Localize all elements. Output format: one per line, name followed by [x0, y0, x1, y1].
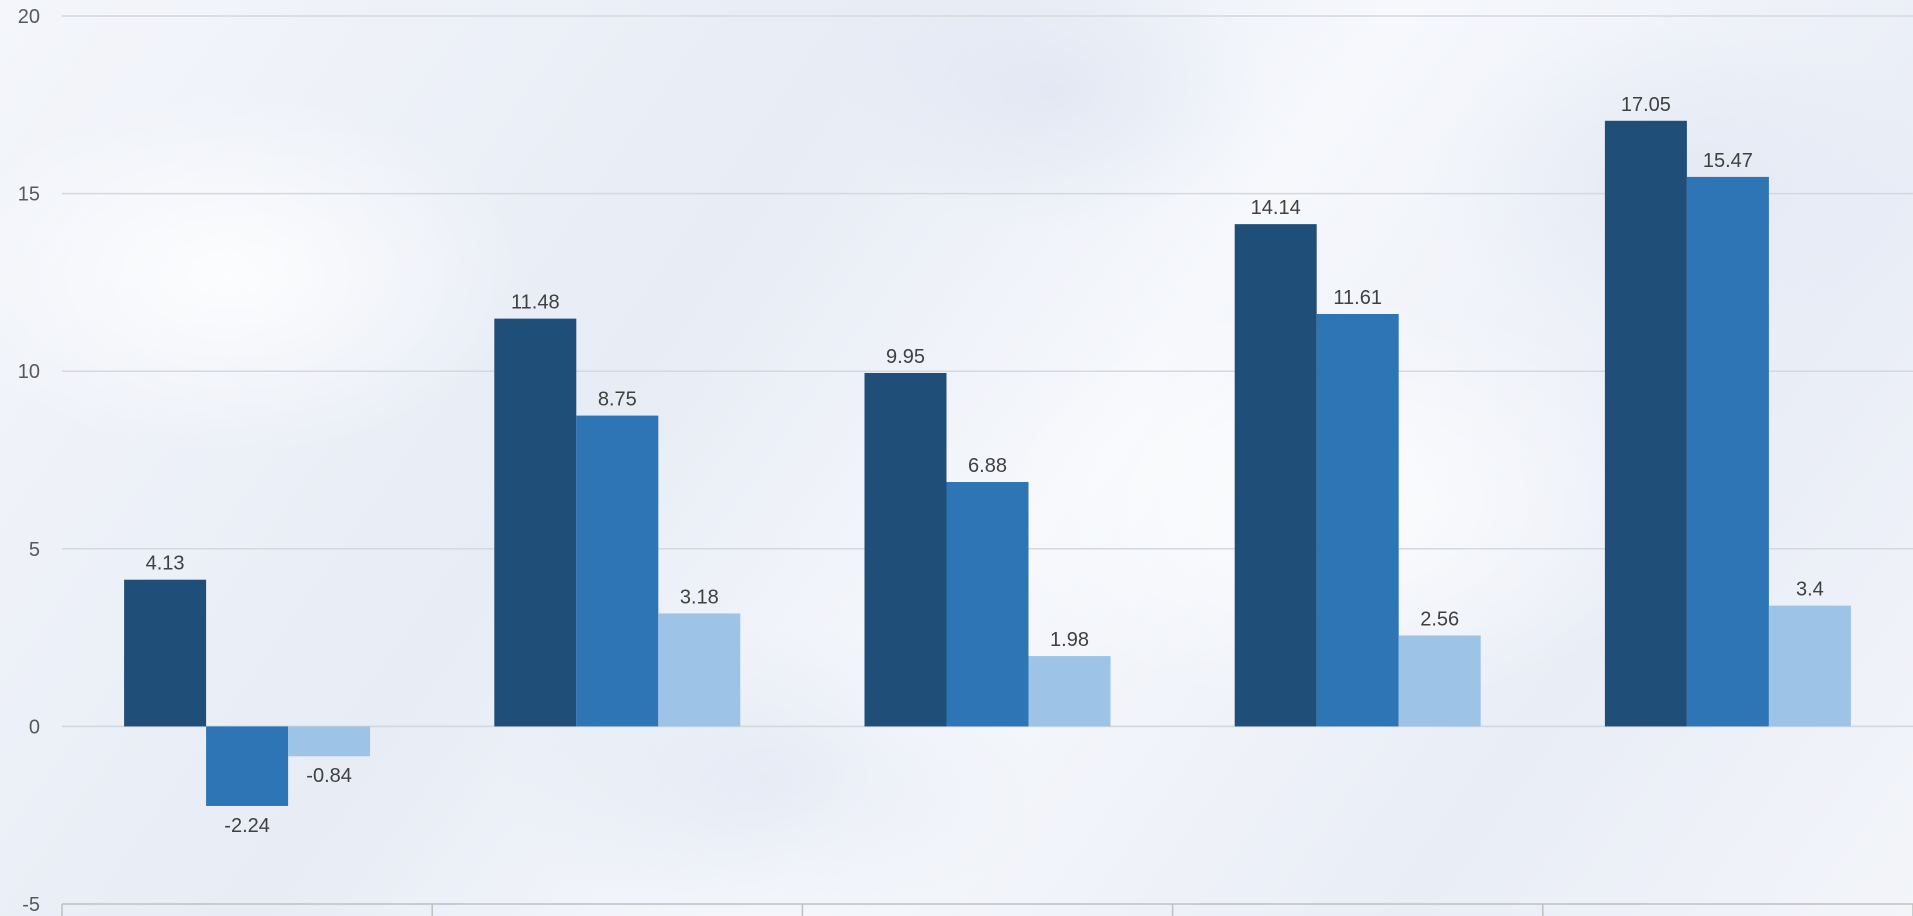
y-tick-label: 10	[18, 361, 40, 383]
bar	[124, 579, 207, 727]
bar	[946, 482, 1029, 727]
bar	[494, 318, 577, 727]
y-axis: -5 0 5 10 15 20	[18, 6, 40, 916]
data-label: 4.13	[146, 553, 185, 575]
data-label: 6.88	[968, 455, 1007, 477]
bars	[124, 120, 1851, 806]
data-label: 14.14	[1251, 197, 1301, 219]
data-label: 11.48	[511, 292, 560, 314]
bar	[1398, 635, 1481, 727]
data-label: 15.47	[1703, 150, 1753, 172]
data-label: 2.56	[1420, 608, 1459, 630]
bar	[206, 726, 289, 806]
data-label: 11.61	[1333, 287, 1382, 309]
data-label: 17.05	[1621, 94, 1671, 116]
bar	[1234, 224, 1317, 727]
y-tick-label: 20	[18, 6, 40, 28]
data-label: 8.75	[598, 389, 637, 411]
bar	[576, 415, 659, 727]
bar	[864, 372, 947, 727]
bar	[658, 613, 741, 727]
data-label: -2.24	[224, 815, 270, 837]
y-tick-label: 15	[18, 184, 40, 206]
data-label: 3.4	[1796, 579, 1824, 601]
bar	[1028, 656, 1111, 727]
y-tick-label: 0	[29, 716, 40, 738]
data-label: 9.95	[886, 346, 925, 368]
bar	[1604, 120, 1687, 727]
data-label: -0.84	[306, 765, 352, 787]
y-tick-label: -5	[22, 894, 40, 916]
data-labels: 4.13 -2.24 -0.84 11.48 8.75 3.18 9.95 6.88 1.98 1…	[146, 94, 1824, 837]
bar	[288, 726, 371, 757]
y-tick-label: 5	[29, 539, 40, 561]
bar	[1768, 605, 1851, 727]
bar	[1686, 176, 1769, 727]
x-axis: 20222023202420252026Q1	[61, 904, 1913, 916]
bar	[1316, 314, 1399, 727]
data-label: 3.18	[680, 586, 719, 608]
data-label: 1.98	[1050, 629, 1089, 651]
